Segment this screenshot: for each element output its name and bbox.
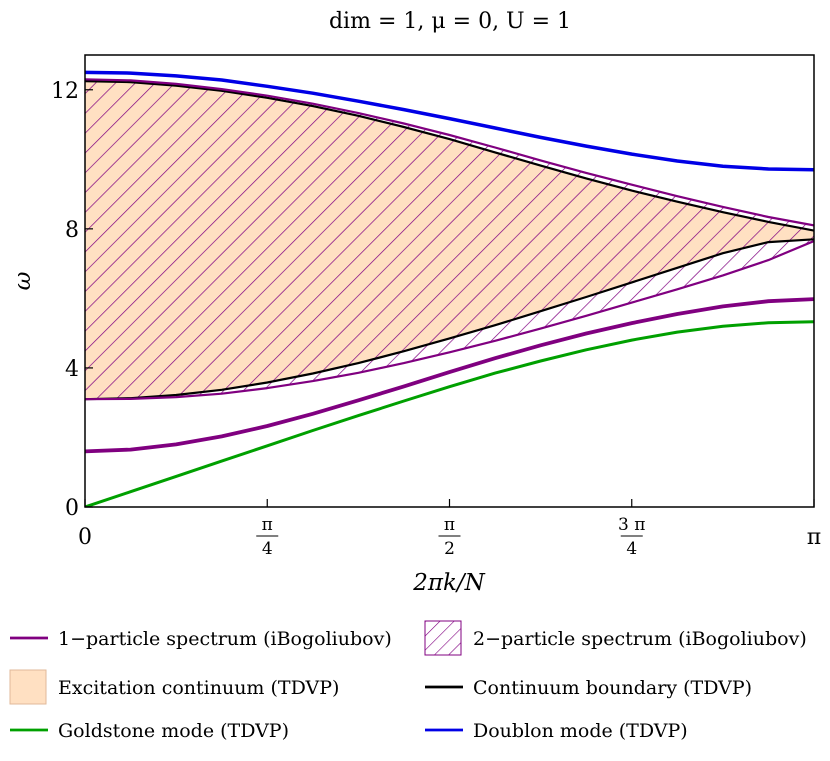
legend-label-0: 1−particle spectrum (iBogoliubov): [58, 628, 392, 650]
x-tick-label-num-3: 3 π: [618, 515, 645, 535]
x-tick-label-den-3: 4: [626, 539, 637, 559]
legend: 1−particle spectrum (iBogoliubov) 2−parti…: [9, 620, 807, 742]
series-line-5: [85, 297, 814, 454]
series-line-2: [85, 78, 814, 227]
x-tick-label-den-1: 4: [262, 539, 273, 559]
chart-title: dim = 1, μ = 0, U = 1: [329, 9, 571, 34]
series-line-4: [85, 239, 814, 401]
x-tick-label-num-1: π: [262, 515, 273, 535]
y-tick-label-3: 12: [51, 79, 79, 104]
legend-label-4: Goldstone mode (TDVP): [58, 720, 289, 742]
legend-label-5: Doublon mode (TDVP): [473, 720, 688, 742]
x-tick-label-0: 0: [78, 525, 92, 550]
y-tick-label-0: 0: [65, 496, 79, 521]
x-tick-label-4: π: [807, 525, 821, 550]
legend-label-3: Continuum boundary (TDVP): [473, 677, 752, 699]
x-tick-label-num-2: π: [444, 515, 455, 535]
plot-area: [85, 70, 814, 507]
series-line-1: [85, 79, 814, 232]
series-line-6: [85, 320, 814, 507]
y-tick-label-2: 8: [65, 218, 79, 243]
axis-ticks: 0 π 4 π 2 3 π 4 π 0 4 8 12: [51, 79, 821, 559]
x-tick-label-den-2: 2: [444, 539, 455, 559]
series-line-3: [85, 238, 814, 401]
legend-swatch-1: [424, 620, 462, 656]
series-line-0: [85, 70, 814, 172]
x-axis-label: 2πk/N: [412, 570, 485, 596]
legend-swatch-2: [9, 669, 47, 705]
y-axis-label: ω: [10, 271, 36, 290]
y-tick-label-1: 4: [65, 357, 79, 382]
two-particle-spectrum-hatch: [85, 79, 814, 400]
legend-label-2: Excitation continuum (TDVP): [58, 677, 339, 699]
legend-label-1: 2−particle spectrum (iBogoliubov): [473, 628, 807, 650]
